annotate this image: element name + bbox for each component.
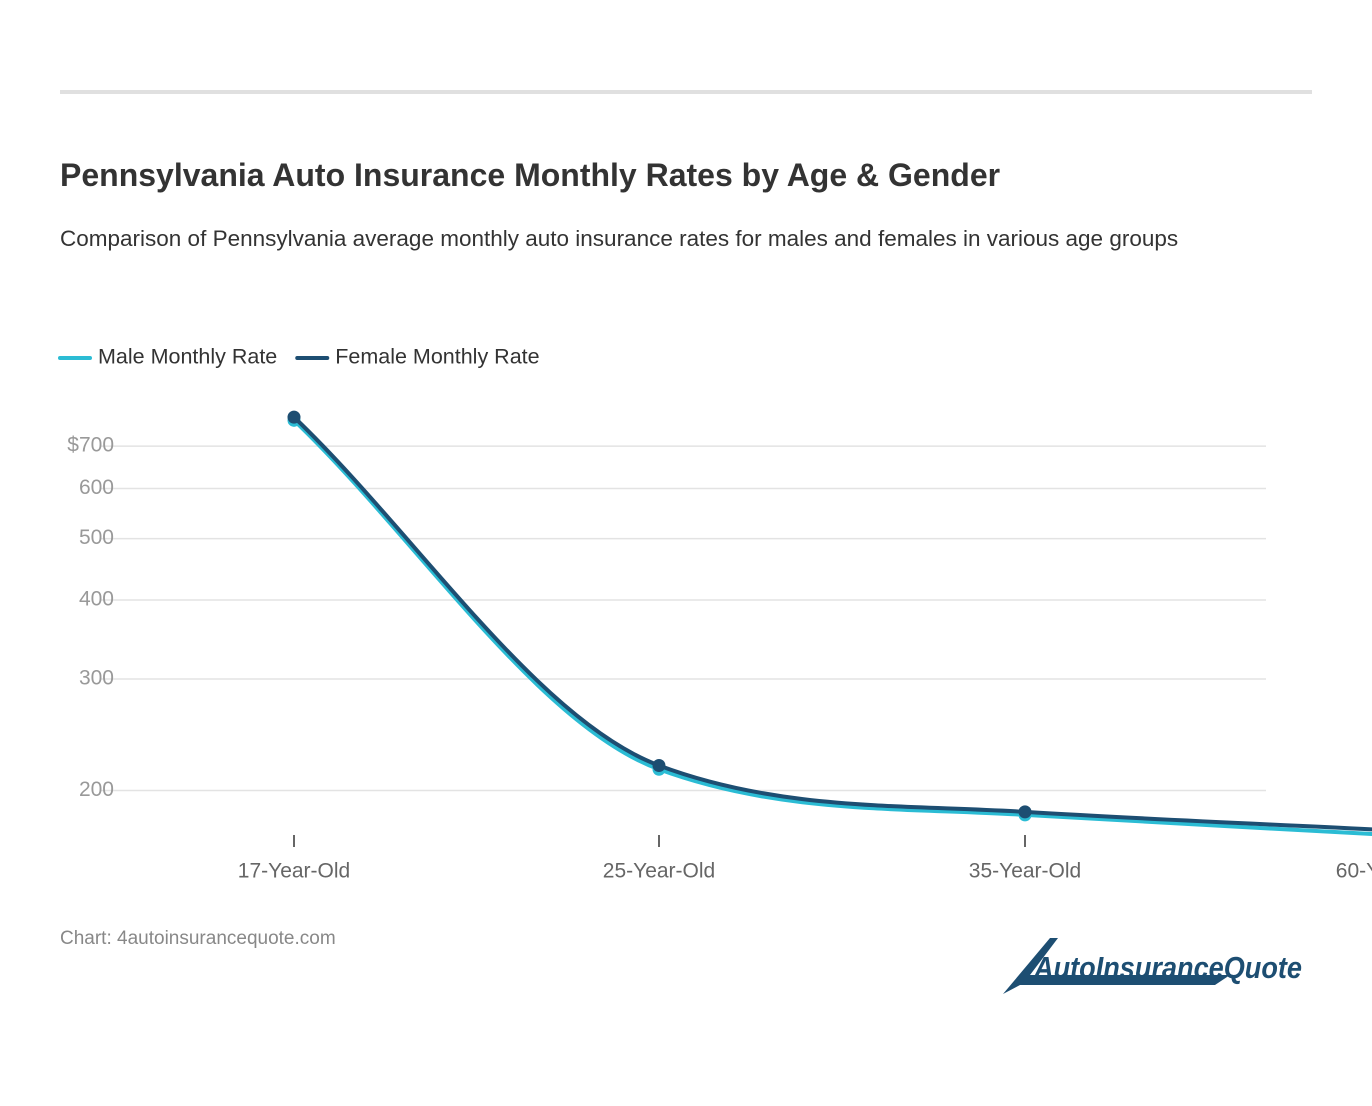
data-point	[652, 759, 666, 773]
legend-label: Male Monthly Rate	[98, 345, 277, 369]
y-tick-label: 500	[79, 526, 114, 549]
top-rule	[60, 90, 1312, 94]
logo-text: AutoInsuranceQuote	[1033, 950, 1302, 985]
series-line	[292, 415, 1372, 832]
logo: AutoInsuranceQuote	[1003, 938, 1302, 994]
chart-title: Pennsylvania Auto Insurance Monthly Rate…	[60, 157, 1001, 193]
logo-swoosh	[1003, 938, 1230, 994]
data-point	[1018, 805, 1032, 819]
y-tick-label: $700	[67, 434, 114, 457]
y-tick-label: 400	[79, 588, 114, 611]
source: Chart: 4autoinsurancequote.com	[60, 928, 336, 949]
y-tick-label: 300	[79, 667, 114, 690]
y-tick-label: 200	[79, 778, 114, 801]
y-tick-label: 600	[79, 476, 114, 499]
legend-label: Female Monthly Rate	[335, 345, 539, 369]
chart-subtitle: Comparison of Pennsylvania average month…	[60, 226, 1179, 251]
data-point	[287, 410, 301, 424]
series-line	[292, 418, 1372, 837]
x-tick-label: 25-Year-Old	[603, 860, 715, 883]
x-tick-label: 35-Year-Old	[969, 860, 1081, 883]
x-tick-label: 17-Year-Old	[238, 860, 350, 883]
x-tick-label: 60-Year-Old	[1336, 860, 1372, 883]
